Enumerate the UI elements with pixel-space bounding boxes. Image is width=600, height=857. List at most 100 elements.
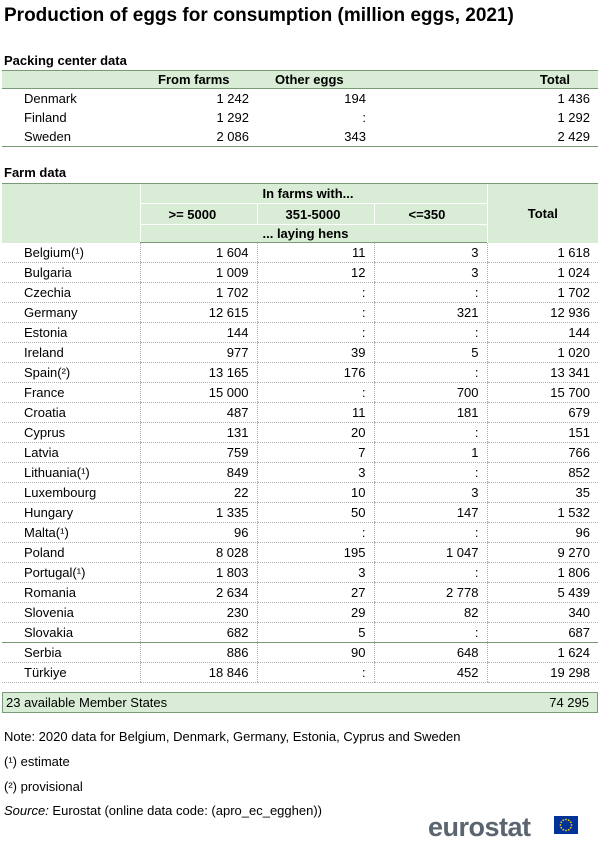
farm-row: France 15 000:700 15 700 — [2, 382, 599, 403]
footnote-note: Note: 2020 data for Belgium, Denmark, Ge… — [4, 729, 461, 744]
packing-country: Sweden — [2, 127, 140, 147]
farm-351-5000: 176 — [256, 362, 374, 383]
farm-country: Türkiye — [2, 662, 140, 683]
summary-row: 23 available Member States 74 295 — [2, 692, 598, 713]
farm-country: Estonia — [2, 322, 140, 343]
source-label: Source: — [4, 803, 49, 818]
packing-total: 1 436 — [557, 91, 590, 106]
farm-total: 1 702 — [486, 282, 599, 303]
farm-351-5000: 3 — [256, 562, 374, 583]
farm-le350: : — [373, 282, 488, 303]
farm-ge5000: 96 — [139, 522, 257, 543]
eu-flag-star — [562, 828, 565, 831]
farm-row: Belgium(¹) 1 604 11 3 1 618 — [2, 242, 599, 263]
farm-row: Estonia 144::144 — [2, 322, 599, 343]
farm-le350: : — [373, 562, 488, 583]
packing-other-eggs: 194 — [344, 91, 366, 106]
farm-total: 5 439 — [486, 582, 599, 603]
farm-le350: 82 — [373, 602, 488, 623]
farm-country: Slovenia — [2, 602, 140, 623]
farm-row: Czechia 1 702::1 702 — [2, 282, 599, 303]
farm-table: In farms with... Total >= 5000 351-5000 … — [2, 183, 599, 683]
farm-351-5000: : — [256, 282, 374, 303]
packing-from-farms: 2 086 — [140, 127, 257, 147]
farm-country: Spain(²) — [2, 362, 140, 383]
farm-total: 12 936 — [486, 302, 599, 323]
farm-ge5000: 2 634 — [139, 582, 257, 603]
farm-ge5000: 1 702 — [139, 282, 257, 303]
farm-total: 766 — [486, 442, 599, 463]
farm-ge5000: 977 — [139, 342, 257, 363]
farm-ge5000: 22 — [139, 482, 257, 503]
packing-total: 1 292 — [557, 110, 590, 125]
packing-total: 2 429 — [374, 127, 598, 147]
farm-total: 1 618 — [486, 242, 599, 263]
farm-ge5000: 487 — [139, 402, 257, 423]
farm-ge5000: 15 000 — [139, 382, 257, 403]
farm-row: Serbia 886 90 648 1 624 — [2, 642, 599, 663]
farm-total: 1 806 — [486, 562, 599, 583]
farm-351-5000: 90 — [256, 642, 374, 663]
packing-header-other-eggs: Other eggs — [257, 70, 374, 89]
eu-flag-icon — [554, 816, 578, 834]
farm-ge5000: 886 — [139, 642, 257, 663]
farm-row: Germany 12 615:321 12 936 — [2, 302, 599, 323]
farm-le350: 648 — [373, 642, 488, 663]
farm-total: 9 270 — [486, 542, 599, 563]
farm-le350: 321 — [373, 302, 488, 323]
farm-351-5000: : — [256, 662, 374, 683]
farm-ge5000: 682 — [139, 622, 257, 643]
farm-total: 19 298 — [486, 662, 599, 683]
packing-other-eggs: : — [362, 110, 366, 125]
farm-country: Germany — [2, 302, 140, 323]
farm-total: 340 — [486, 602, 599, 623]
farm-country: Malta(¹) — [2, 522, 140, 543]
eu-flag-star — [565, 818, 567, 821]
packing-header-from-farms: From farms — [140, 70, 257, 89]
farm-row: Spain(²) 13 165 176:13 341 — [2, 362, 599, 383]
packing-country: Finland — [24, 110, 67, 125]
farm-row: Slovenia 230 29 82 340 — [2, 602, 599, 623]
farm-country: Hungary — [2, 502, 140, 523]
farm-total: 1 624 — [486, 642, 599, 663]
farm-le350: 147 — [373, 502, 488, 523]
farm-351-5000: 27 — [256, 582, 374, 603]
farm-351-5000: 5 — [256, 622, 374, 643]
farm-351-5000: 10 — [256, 482, 374, 503]
packing-table: From farms Other eggs Total Denmark 1 242… — [2, 70, 598, 147]
farm-le350: : — [373, 322, 488, 343]
farm-header-le350: <=350 — [373, 203, 488, 225]
farm-country: Portugal(¹) — [2, 562, 140, 583]
farm-country: Romania — [2, 582, 140, 603]
farm-total: 35 — [486, 482, 599, 503]
farm-le350: 3 — [373, 242, 488, 263]
farm-ge5000: 230 — [139, 602, 257, 623]
farm-351-5000: 3 — [256, 462, 374, 483]
farm-ge5000: 144 — [139, 322, 257, 343]
packing-table-body: Denmark 1 242 194 1 436 Finland 1 292: 1 292 Sw… — [2, 89, 598, 147]
eu-flag-star — [565, 829, 567, 832]
farm-ge5000: 1 335 — [139, 502, 257, 523]
farm-total: 1 532 — [486, 502, 599, 523]
farm-total: 96 — [486, 522, 599, 543]
farm-country: France — [2, 382, 140, 403]
farm-351-5000: 50 — [256, 502, 374, 523]
eu-flag-star — [560, 821, 563, 824]
farm-total: 13 341 — [486, 362, 599, 383]
page-title: Production of eggs for consumption (mill… — [4, 5, 514, 26]
farm-section-title: Farm data — [4, 165, 67, 180]
farm-le350: 181 — [373, 402, 488, 423]
farm-row: Ireland 977 39 5 1 020 — [2, 342, 599, 363]
logo-text: eurostat — [428, 812, 531, 842]
farm-header-row-cols: >= 5000 351-5000 <=350 — [2, 203, 598, 225]
farm-total: 679 — [486, 402, 599, 423]
packing-country: Denmark — [24, 91, 77, 106]
farm-le350: 700 — [373, 382, 488, 403]
packing-section-title: Packing center data — [4, 53, 127, 68]
packing-header-country — [2, 70, 140, 89]
farm-total: 1 024 — [486, 262, 599, 283]
farm-le350: : — [373, 622, 488, 643]
farm-row: Bulgaria 1 009 12 3 1 024 — [2, 262, 599, 283]
farm-351-5000: 195 — [256, 542, 374, 563]
farm-351-5000: 11 — [256, 402, 374, 423]
